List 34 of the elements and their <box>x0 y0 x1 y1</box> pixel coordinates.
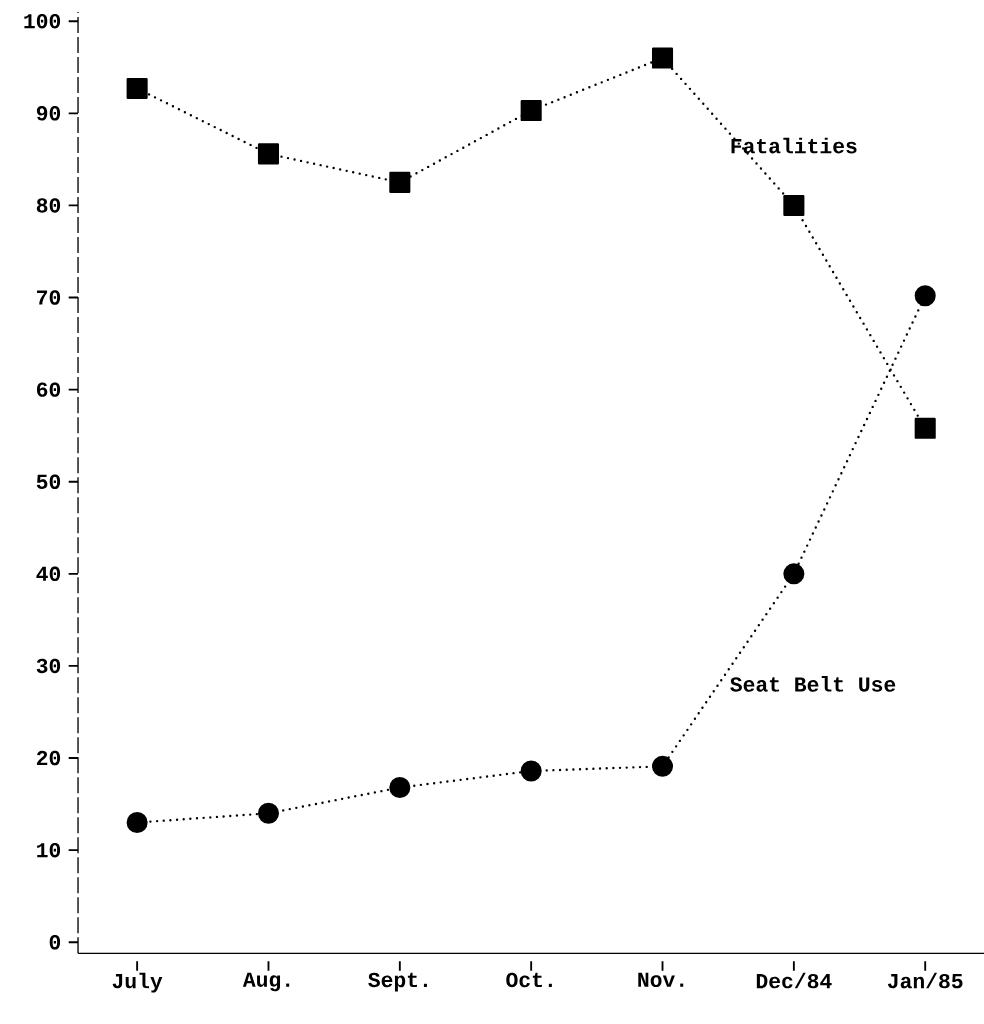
y-tick-label: 30 <box>36 658 60 674</box>
x-tick-label: Jan/85 <box>887 972 963 989</box>
point <box>520 760 542 782</box>
y-tick-label: 40 <box>36 566 60 582</box>
x-tick-label: Oct. <box>506 972 552 988</box>
x-tick-label: Dec/84 <box>756 972 832 989</box>
point <box>651 755 673 777</box>
point <box>389 171 411 193</box>
point <box>651 47 673 69</box>
point <box>520 100 542 122</box>
y-tick-label: 70 <box>36 290 60 305</box>
y-tick-label: 10 <box>36 842 60 858</box>
point <box>783 563 805 585</box>
x-tick-label: Nov. <box>638 972 684 987</box>
y-tick-label: 100 <box>24 13 60 29</box>
point <box>257 802 279 824</box>
y-tick-label: 50 <box>36 474 60 489</box>
x-tick-label: Aug. <box>242 972 290 992</box>
y-tick-label: 90 <box>36 106 60 121</box>
x-tick-label: July <box>112 972 163 993</box>
y-tick-label: 0 <box>49 935 60 950</box>
x-tick-label: Sept. <box>368 972 427 992</box>
point <box>126 77 148 99</box>
point <box>914 285 936 307</box>
point <box>126 811 148 834</box>
point <box>914 417 936 439</box>
point <box>257 143 279 165</box>
y-tick-label: 80 <box>36 198 60 213</box>
series-label: Seat Belt Use <box>730 676 896 692</box>
point <box>389 776 411 799</box>
series-label: Fatalities <box>731 137 857 154</box>
y-tick-label: 20 <box>36 750 60 766</box>
y-tick-label: 60 <box>36 382 60 397</box>
point <box>783 194 805 216</box>
